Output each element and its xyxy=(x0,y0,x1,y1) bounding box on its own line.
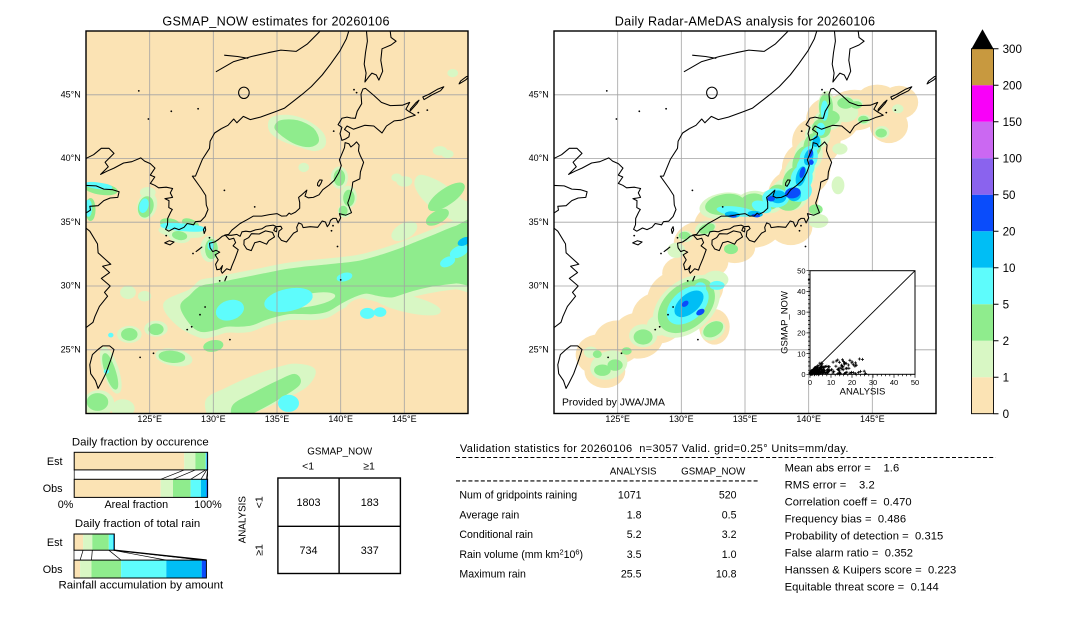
svg-text:Est: Est xyxy=(47,456,63,468)
svg-text:40°N: 40°N xyxy=(529,153,549,163)
svg-text:ANALYSIS: ANALYSIS xyxy=(610,466,657,477)
svg-text:1: 1 xyxy=(1003,371,1009,384)
svg-text:10: 10 xyxy=(827,378,835,387)
svg-text:1.8: 1.8 xyxy=(627,509,642,521)
svg-text:Rainfall accumulation by amoun: Rainfall accumulation by amount xyxy=(58,580,223,592)
svg-text:0: 0 xyxy=(1003,408,1009,421)
svg-text:183: 183 xyxy=(361,497,379,509)
svg-text:Average rain: Average rain xyxy=(459,509,519,521)
svg-text:Provided by JWA/JMA: Provided by JWA/JMA xyxy=(562,398,665,409)
svg-text:5: 5 xyxy=(1003,298,1009,311)
svg-text:35°N: 35°N xyxy=(61,217,81,227)
svg-text:50: 50 xyxy=(911,378,919,387)
svg-text:140°E: 140°E xyxy=(328,414,353,424)
svg-text:125°E: 125°E xyxy=(137,414,162,424)
svg-text:734: 734 xyxy=(299,545,317,557)
svg-text:520: 520 xyxy=(719,490,737,502)
svg-text:0.5: 0.5 xyxy=(722,509,737,521)
svg-text:10.8: 10.8 xyxy=(716,569,737,581)
svg-text:20: 20 xyxy=(1003,225,1016,238)
svg-text:40: 40 xyxy=(890,378,898,387)
svg-text:GSMAP_NOW estimates for 202601: GSMAP_NOW estimates for 20260106 xyxy=(162,14,389,28)
svg-text:GSMAP_NOW: GSMAP_NOW xyxy=(307,447,373,458)
svg-text:145°E: 145°E xyxy=(392,414,417,424)
svg-text:Conditional rain: Conditional rain xyxy=(459,529,533,541)
svg-text:50: 50 xyxy=(1003,189,1016,202)
svg-text:Maximum rain: Maximum rain xyxy=(459,569,526,581)
svg-text:140°E: 140°E xyxy=(796,414,821,424)
svg-text:3.5: 3.5 xyxy=(627,549,642,561)
svg-text:Equitable threat score = 0.14: Equitable threat score = 0.144 xyxy=(785,582,939,594)
svg-text:Daily fraction by occurence: Daily fraction by occurence xyxy=(72,437,209,449)
svg-text:25.5: 25.5 xyxy=(621,569,642,581)
svg-text:25°N: 25°N xyxy=(61,344,81,354)
svg-text:0: 0 xyxy=(801,370,805,379)
svg-text:100: 100 xyxy=(1003,152,1022,165)
svg-text:RMS error = 3.2: RMS error = 3.2 xyxy=(785,479,875,491)
svg-text:145°E: 145°E xyxy=(860,414,885,424)
svg-text:Obs: Obs xyxy=(43,483,63,495)
svg-text:30: 30 xyxy=(797,308,805,317)
svg-text:Daily fraction of total rain: Daily fraction of total rain xyxy=(75,518,200,530)
svg-text:<1: <1 xyxy=(253,496,265,508)
svg-text:25°N: 25°N xyxy=(529,344,549,354)
svg-text:10: 10 xyxy=(797,349,805,358)
svg-text:ANALYSIS: ANALYSIS xyxy=(238,496,249,544)
svg-text:Areal fraction: Areal fraction xyxy=(104,499,168,511)
svg-text:35°N: 35°N xyxy=(529,217,549,227)
svg-text:300: 300 xyxy=(1003,43,1022,56)
svg-text:0: 0 xyxy=(808,378,812,387)
svg-text:Frequency bias = 0.486: Frequency bias = 0.486 xyxy=(785,514,907,526)
svg-text:40°N: 40°N xyxy=(61,153,81,163)
svg-text:GSMAP_NOW: GSMAP_NOW xyxy=(780,291,791,354)
svg-text:Hanssen & Kuipers score = 0.2: Hanssen & Kuipers score = 0.223 xyxy=(785,565,957,577)
svg-text:<1: <1 xyxy=(302,461,314,473)
svg-text:Probability of detection = 0.: Probability of detection = 0.315 xyxy=(785,531,944,543)
svg-text:Daily Radar-AMeDAS analysis fo: Daily Radar-AMeDAS analysis for 20260106 xyxy=(615,14,876,28)
svg-text:130°E: 130°E xyxy=(201,414,226,424)
svg-text:30: 30 xyxy=(869,378,877,387)
svg-text:50: 50 xyxy=(797,266,805,275)
svg-text:45°N: 45°N xyxy=(61,90,81,100)
svg-text:Correlation coeff = 0.470: Correlation coeff = 0.470 xyxy=(785,496,912,508)
svg-text:Est: Est xyxy=(47,537,63,549)
svg-text:3.2: 3.2 xyxy=(722,529,737,541)
svg-text:Mean abs error = 1.6: Mean abs error = 1.6 xyxy=(785,462,900,474)
svg-text:1071: 1071 xyxy=(618,490,642,502)
svg-text:ANALYSIS: ANALYSIS xyxy=(840,387,886,398)
svg-text:2: 2 xyxy=(1003,335,1009,348)
svg-text:Rain volume (mm km2106): Rain volume (mm km2106) xyxy=(459,548,583,561)
svg-text:1.0: 1.0 xyxy=(722,549,737,561)
svg-text:40: 40 xyxy=(797,287,805,296)
svg-text:150: 150 xyxy=(1003,116,1022,129)
svg-text:130°E: 130°E xyxy=(669,414,694,424)
svg-text:135°E: 135°E xyxy=(733,414,758,424)
svg-text:10: 10 xyxy=(1003,262,1016,275)
svg-text:GSMAP_NOW: GSMAP_NOW xyxy=(681,466,746,477)
svg-text:≥1: ≥1 xyxy=(253,544,265,556)
svg-text:0%: 0% xyxy=(58,499,74,511)
svg-text:Obs: Obs xyxy=(43,564,63,576)
svg-text:5.2: 5.2 xyxy=(627,529,642,541)
svg-text:30°N: 30°N xyxy=(529,281,549,291)
svg-text:135°E: 135°E xyxy=(265,414,290,424)
svg-text:Validation statistics for 2026: Validation statistics for 20260106 n=305… xyxy=(460,443,849,455)
svg-text:45°N: 45°N xyxy=(529,90,549,100)
svg-text:20: 20 xyxy=(797,329,805,338)
svg-text:200: 200 xyxy=(1003,79,1022,92)
svg-text:1803: 1803 xyxy=(296,497,320,509)
svg-text:Num of gridpoints raining: Num of gridpoints raining xyxy=(459,490,577,502)
svg-text:337: 337 xyxy=(361,545,379,557)
svg-text:≥1: ≥1 xyxy=(363,461,375,473)
svg-text:20: 20 xyxy=(848,378,856,387)
svg-text:False alarm ratio = 0.352: False alarm ratio = 0.352 xyxy=(785,548,913,560)
svg-text:125°E: 125°E xyxy=(605,414,630,424)
svg-text:30°N: 30°N xyxy=(61,281,81,291)
svg-text:100%: 100% xyxy=(194,499,222,511)
